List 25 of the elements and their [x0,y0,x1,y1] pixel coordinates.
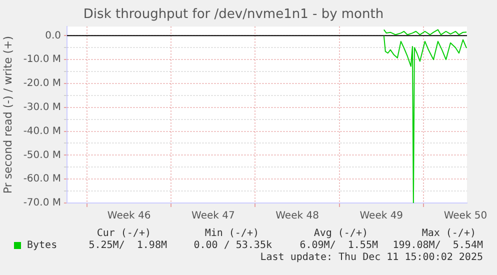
y-tick-label: 0.0 [45,30,61,42]
legend-label: Bytes [27,240,58,251]
text: 0.00 / 53.35k [194,240,272,251]
text: 199.08M/ 5.54M [392,240,483,251]
text: 6.09M/ 1.55M [300,240,378,251]
text: Avg (-/+) [314,228,368,239]
text: Max (-/+) [422,228,476,239]
y-axis-title: Pr second read (-) / write (+) [1,36,14,194]
x-tick-label: Week 49 [360,210,404,222]
x-tick-label: Week 46 [107,210,151,222]
y-tick-label: -10.0 M [23,54,61,66]
text: Min (-/+) [204,228,259,239]
y-tick-label: -50.0 M [23,150,61,161]
y-tick-label: -40.0 M [23,126,61,137]
x-tick-label: Week 47 [192,210,235,222]
y-tick-label: -30.0 M [23,102,61,113]
text: Cur (-/+) [96,228,151,239]
text: 5.25M/ 1.98M [88,240,167,251]
y-tick-label: -60.0 M [23,174,61,185]
text: Last update: Thu Dec 11 15:00:02 2025 [260,252,483,263]
y-tick-label: -70.0 M [23,198,61,209]
chart-title: Disk throughput for /dev/nvme1n1 - by month [83,7,384,22]
x-tick-label: Week 50 [444,210,488,222]
x-tick-label: Week 48 [276,210,319,222]
y-tick-label: -20.0 M [23,78,61,90]
